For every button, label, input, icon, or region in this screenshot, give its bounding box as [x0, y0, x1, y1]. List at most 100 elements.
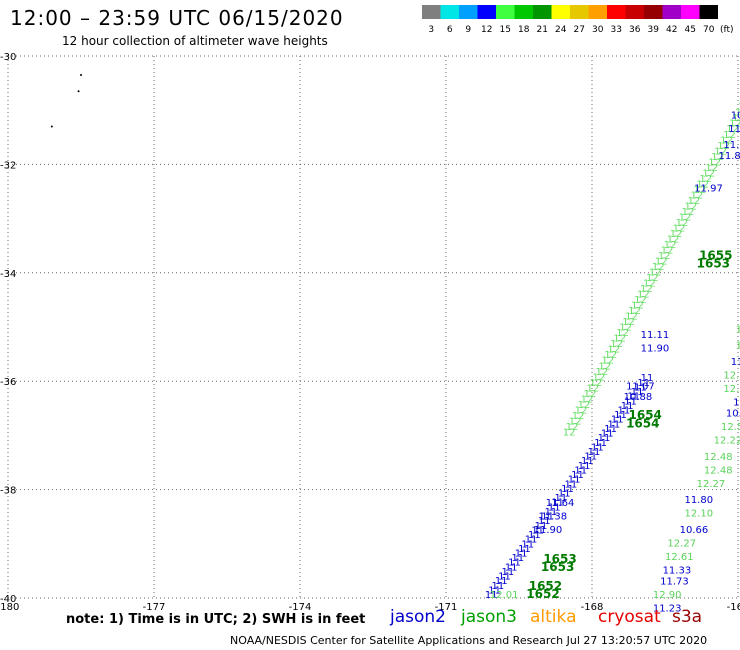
track-label: 11 — [584, 452, 597, 463]
legend-jason2: jason2 — [390, 607, 446, 627]
y-tick-label: -36 — [0, 377, 16, 388]
track-label: 12 — [661, 246, 674, 257]
scale-swatch — [681, 5, 700, 19]
track-label: 11 — [518, 544, 531, 555]
swh-label: 11.73 — [660, 576, 689, 587]
scale-label: 9 — [465, 25, 471, 35]
swh-label: 12.01 — [490, 590, 519, 601]
track-label: 12 — [637, 290, 650, 301]
track-label: 12 — [569, 416, 582, 427]
track-label: 12 — [581, 394, 594, 405]
swh-label: 10.9 — [731, 110, 740, 121]
scale-swatch — [496, 5, 515, 19]
scale-label: 70 — [703, 25, 715, 35]
x-tick-label: -177 — [143, 602, 166, 613]
track-label: 11 — [574, 465, 587, 476]
y-tick-label: -30 — [0, 52, 16, 63]
y-tick-label: -40 — [0, 594, 16, 605]
track-label: 12 — [584, 389, 597, 400]
track-label: 11 — [631, 387, 644, 398]
track-label: 12 — [563, 427, 576, 438]
track-label: 11 — [634, 382, 647, 393]
scale-label: 33 — [611, 25, 622, 35]
swh-label: 11.60 — [733, 398, 740, 409]
track-label: 11 — [624, 396, 637, 407]
track-label: 11 — [564, 479, 577, 490]
track-label: 11 — [604, 424, 617, 435]
track-label: 11 — [558, 489, 571, 500]
swh-label: 12.48 — [704, 465, 733, 476]
scale-swatch — [533, 5, 552, 19]
track-label: 11 — [485, 590, 498, 601]
mission-legend-altika: altika — [530, 607, 577, 627]
track-label: 12 — [688, 196, 701, 207]
track-label: 11 — [535, 521, 548, 532]
track-label: 12 — [592, 372, 605, 383]
legend-cryosat: cryosat — [598, 607, 661, 627]
track-label: 12 — [619, 323, 632, 334]
swh-label: 10.66 — [680, 525, 709, 536]
track-label: 12 — [667, 234, 680, 245]
track-label: 12 — [676, 218, 689, 229]
track-label: 11 — [538, 516, 551, 527]
scale-label: 21 — [537, 25, 548, 35]
track-label: 12 — [732, 113, 740, 124]
track-label: 12 — [696, 179, 709, 190]
track-label: 11 — [637, 378, 650, 389]
x-tick-label: -174 — [289, 602, 312, 613]
track-label: 12 — [708, 157, 721, 168]
track-label: 11 — [611, 415, 624, 426]
track-label: 11 — [508, 558, 521, 569]
track-label: 12 — [664, 240, 677, 251]
track-label: 12 — [604, 350, 617, 361]
swh-label: 11.3 — [728, 124, 740, 135]
swh-label: 11.23 — [653, 604, 682, 615]
y-tick-label: -34 — [0, 269, 16, 280]
swh-label: 12.48 — [704, 452, 733, 463]
track-label: 12 — [634, 295, 647, 306]
track-label: 12 — [682, 207, 695, 218]
track-label: 12 — [670, 229, 683, 240]
track-label: 12 — [643, 279, 656, 290]
swh-label: 1654 — [626, 416, 659, 430]
track-label: 12 — [566, 422, 579, 433]
scale-label: 15 — [500, 25, 511, 35]
scale-swatch — [422, 5, 441, 19]
track-label: 12 — [598, 361, 611, 372]
track-label: 11 — [541, 512, 554, 523]
track-label: 12 — [717, 141, 730, 152]
track-label: 12 — [726, 124, 739, 135]
legend-jason3: jason3 — [461, 607, 517, 627]
swh-label: 11.7 — [731, 357, 740, 368]
scale-swatch — [625, 5, 644, 19]
track-label: 12 — [685, 201, 698, 212]
track-label: 12 — [587, 383, 600, 394]
track-label: 12 — [658, 251, 671, 262]
track-label: 12 — [738, 102, 740, 113]
color-scale: 3 6 9 12 15 18 21 24 27 30 33 36 39 42 45 70 (ft) — [422, 5, 734, 35]
track-label: 11 — [598, 433, 611, 444]
track-label: 11 — [591, 442, 604, 453]
track-label: 12 — [590, 378, 603, 389]
x-tick-label: -171 — [435, 602, 458, 613]
credits-line: NOAA/NESDIS Center for Satellite Applica… — [230, 634, 708, 647]
swh-label: 12 — [736, 341, 740, 352]
track-label: 11 — [488, 585, 501, 596]
scale-swatch — [440, 5, 459, 19]
track-label: 12 — [649, 268, 662, 279]
swh-label: 11.90 — [641, 343, 670, 354]
x-tick-label: -165 — [727, 602, 740, 613]
data-point — [50, 125, 53, 128]
swh-label: 12.27 — [697, 479, 726, 490]
swh-label: 1652 — [526, 587, 559, 601]
track-label: 11 — [614, 410, 627, 421]
scale-swatch — [607, 5, 626, 19]
track-label: 12 — [613, 334, 626, 345]
track-label: 12 — [735, 108, 740, 119]
swh-label: 1653 — [541, 560, 574, 574]
track-label: 12 — [699, 174, 712, 185]
track-label: 12 — [631, 301, 644, 312]
track-label: 11 — [571, 470, 584, 481]
scale-swatch — [570, 5, 589, 19]
